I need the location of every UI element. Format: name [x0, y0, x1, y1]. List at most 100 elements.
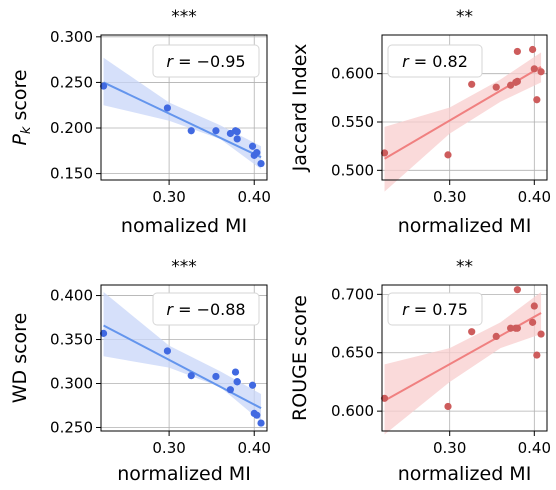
panel-3: 0.30 0.40 0.250 0.300 0.350 0.400 *** normalize… — [9, 257, 271, 485]
data-point — [231, 368, 240, 376]
data-point — [257, 159, 265, 168]
data-point — [380, 394, 389, 402]
data-point — [492, 332, 500, 340]
correlation-value: = 0.82 — [409, 52, 468, 71]
panel-2: 0.30 0.40 0.500 0.550 0.600 ** normalized MI Ja… — [289, 7, 551, 237]
data-point — [444, 151, 452, 159]
y-axis-label-rest: score — [9, 69, 31, 126]
data-point — [468, 80, 476, 88]
y-tick-label: 0.350 — [50, 331, 93, 349]
correlation-box — [387, 44, 483, 78]
x-tick-label: 0.40 — [518, 188, 551, 206]
y-tick-label: 0.600 — [331, 65, 374, 83]
correlation-var: r — [166, 52, 174, 71]
significance-label: ** — [456, 257, 473, 277]
data-point — [226, 386, 234, 394]
correlation-var: r — [402, 52, 410, 71]
correlation-label: r = −0.95 — [166, 52, 245, 71]
correlation-var: r — [402, 300, 410, 319]
data-point — [492, 83, 500, 91]
plot-frame — [381, 284, 548, 432]
data-point — [163, 347, 171, 355]
data-point — [444, 402, 452, 411]
data-point — [530, 302, 538, 310]
data-point — [507, 324, 515, 332]
data-point — [163, 104, 171, 112]
correlation-box — [152, 44, 260, 78]
correlation-label: r = −0.88 — [166, 300, 245, 319]
plot-frame — [381, 34, 548, 181]
correlation-box — [152, 292, 260, 326]
y-axis-label: WD score — [9, 313, 31, 404]
y-tick-label: 0.650 — [331, 344, 374, 362]
correlation-label: r = 0.75 — [402, 300, 468, 319]
data-point — [513, 286, 521, 294]
data-point — [513, 77, 521, 85]
data-point — [537, 68, 545, 76]
confidence-band — [384, 52, 542, 192]
x-tick-label: 0.30 — [152, 439, 185, 457]
panel-4: 0.30 0.40 0.600 0.650 0.700 ** normalized MI RO… — [289, 257, 551, 485]
regression-line — [103, 81, 262, 159]
y-tick-label: 0.250 — [50, 73, 93, 91]
x-axis-label: normalized MI — [398, 463, 532, 485]
x-tick-label: 0.40 — [238, 188, 271, 206]
data-point — [212, 372, 220, 381]
significance-label: ** — [456, 7, 473, 27]
data-point — [530, 65, 538, 73]
data-point — [99, 82, 108, 90]
data-point — [533, 351, 541, 359]
y-tick-label: 0.250 — [50, 418, 93, 436]
y-tick-label: 0.550 — [331, 113, 374, 131]
correlation-value: = 0.75 — [409, 300, 468, 319]
x-axis-label: normalized MI — [117, 463, 251, 485]
y-tick-label: 0.700 — [331, 285, 374, 303]
data-point — [212, 127, 220, 135]
data-point — [248, 381, 257, 389]
data-point — [233, 378, 241, 386]
x-axis-label: nomalized MI — [121, 215, 247, 237]
correlation-var: r — [166, 300, 174, 319]
plot-frame — [100, 284, 268, 432]
plot-frame — [100, 34, 268, 181]
correlation-box — [387, 292, 483, 326]
y-tick-label: 0.500 — [331, 161, 374, 179]
y-axis-label: ROUGE score — [289, 295, 311, 421]
y-tick-label: 0.300 — [50, 28, 93, 46]
y-tick-label: 0.150 — [50, 165, 93, 183]
data-point — [253, 411, 261, 419]
data-point — [187, 371, 195, 380]
x-tick-label: 0.30 — [152, 188, 185, 206]
data-point — [187, 127, 195, 135]
data-point — [529, 45, 537, 54]
data-point — [380, 149, 389, 157]
x-tick-label: 0.40 — [518, 439, 551, 457]
data-point — [513, 324, 521, 332]
correlation-label: r = 0.82 — [402, 52, 468, 71]
data-point — [233, 135, 241, 143]
significance-label: *** — [171, 7, 197, 27]
x-tick-label: 0.30 — [433, 439, 466, 457]
x-tick-label: 0.30 — [433, 188, 466, 206]
correlation-value: = −0.88 — [173, 300, 246, 319]
correlation-value: = −0.95 — [173, 52, 246, 71]
data-point — [248, 142, 257, 150]
data-point — [529, 318, 537, 326]
significance-label: *** — [171, 257, 197, 277]
y-tick-label: 0.600 — [331, 402, 374, 420]
confidence-band — [103, 292, 262, 422]
data-point — [233, 128, 241, 136]
data-point — [513, 47, 521, 56]
y-axis-label-sub: k — [19, 126, 34, 134]
confidence-band — [384, 292, 542, 435]
panel-1: 0.30 0.40 0.150 0.200 0.250 0.300 *** nomalized… — [9, 7, 271, 237]
x-axis-label: normalized MI — [398, 215, 532, 237]
y-axis-label-main: P — [9, 134, 31, 146]
data-point — [253, 149, 261, 157]
regression-line — [103, 324, 262, 410]
data-point — [468, 328, 476, 336]
y-tick-label: 0.400 — [50, 287, 93, 305]
y-tick-label: 0.200 — [50, 119, 93, 137]
data-point — [533, 96, 541, 104]
